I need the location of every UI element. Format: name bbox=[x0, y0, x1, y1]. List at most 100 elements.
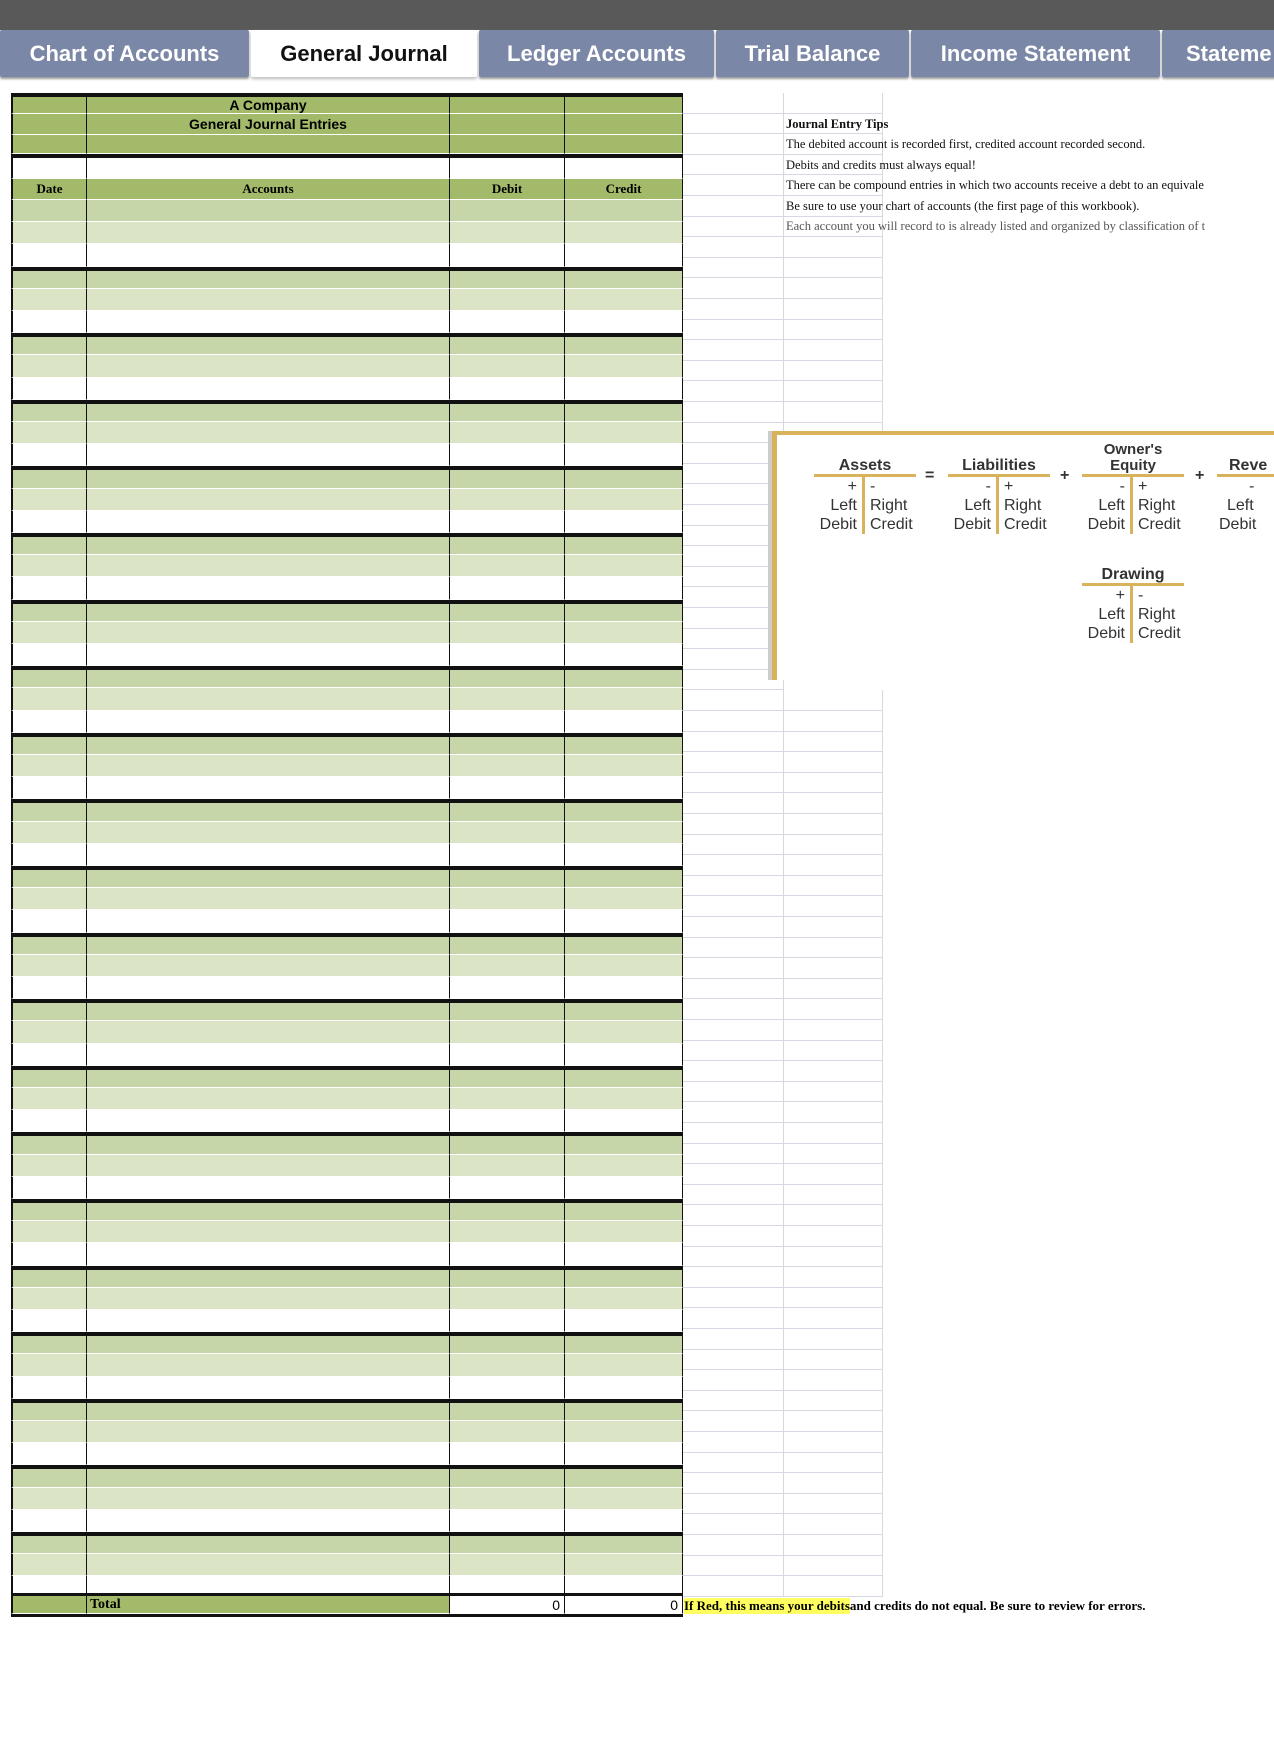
debit-cell[interactable] bbox=[450, 200, 565, 223]
grid-cell[interactable] bbox=[683, 999, 784, 1020]
debit-cell[interactable] bbox=[450, 337, 565, 356]
account-cell[interactable] bbox=[87, 422, 450, 445]
account-cell[interactable] bbox=[87, 1221, 450, 1244]
debit-cell[interactable] bbox=[450, 1287, 565, 1310]
date-cell[interactable] bbox=[11, 311, 87, 334]
debit-cell[interactable] bbox=[450, 843, 565, 866]
date-cell[interactable] bbox=[11, 1376, 87, 1399]
account-cell[interactable] bbox=[87, 777, 450, 800]
date-cell[interactable] bbox=[11, 1509, 87, 1532]
grid-cell[interactable] bbox=[683, 484, 784, 505]
date-cell[interactable] bbox=[11, 222, 87, 245]
grid-cell[interactable] bbox=[683, 463, 784, 485]
debit-cell[interactable] bbox=[450, 1154, 565, 1177]
account-cell[interactable] bbox=[87, 222, 450, 245]
credit-cell[interactable] bbox=[565, 1421, 683, 1444]
grid-cell[interactable] bbox=[683, 1020, 784, 1041]
debit-cell[interactable] bbox=[450, 803, 565, 822]
date-cell[interactable] bbox=[11, 710, 87, 733]
account-cell[interactable] bbox=[87, 1287, 450, 1310]
debit-cell[interactable] bbox=[450, 1354, 565, 1377]
account-cell[interactable] bbox=[87, 244, 450, 267]
grid-cell[interactable] bbox=[784, 1102, 883, 1123]
grid-cell[interactable] bbox=[683, 1061, 784, 1082]
cell[interactable] bbox=[11, 158, 87, 179]
grid-cell[interactable] bbox=[784, 752, 883, 773]
credit-cell[interactable] bbox=[565, 755, 683, 778]
account-cell[interactable] bbox=[87, 1088, 450, 1111]
date-cell[interactable] bbox=[11, 1243, 87, 1266]
grid-cell[interactable] bbox=[683, 690, 784, 711]
debit-cell[interactable] bbox=[450, 555, 565, 578]
debit-cell[interactable] bbox=[450, 688, 565, 711]
date-cell[interactable] bbox=[11, 1536, 87, 1555]
grid-cell[interactable] bbox=[683, 793, 784, 814]
account-cell[interactable] bbox=[87, 803, 450, 822]
debit-cell[interactable] bbox=[450, 1536, 565, 1555]
credit-cell[interactable] bbox=[565, 1469, 683, 1488]
date-cell[interactable] bbox=[11, 1487, 87, 1510]
grid-cell[interactable] bbox=[784, 1287, 883, 1309]
date-cell[interactable] bbox=[11, 470, 87, 489]
debit-cell[interactable] bbox=[450, 1203, 565, 1222]
grid-cell[interactable] bbox=[784, 855, 883, 876]
credit-cell[interactable] bbox=[565, 1003, 683, 1022]
grid-cell[interactable] bbox=[784, 175, 883, 196]
debit-cell[interactable] bbox=[450, 422, 565, 445]
grid-cell[interactable] bbox=[784, 1267, 883, 1288]
account-cell[interactable] bbox=[87, 977, 450, 1000]
credit-cell[interactable] bbox=[565, 1402, 683, 1421]
credit-cell[interactable] bbox=[565, 1154, 683, 1177]
grid-cell[interactable] bbox=[683, 1514, 784, 1535]
grid-cell[interactable] bbox=[683, 422, 784, 444]
account-cell[interactable] bbox=[87, 444, 450, 467]
account-cell[interactable] bbox=[87, 843, 450, 866]
grid-cell[interactable] bbox=[683, 937, 784, 959]
credit-cell[interactable] bbox=[565, 1021, 683, 1044]
grid-cell[interactable] bbox=[784, 1514, 883, 1535]
account-cell[interactable] bbox=[87, 288, 450, 311]
account-cell[interactable] bbox=[87, 1487, 450, 1510]
debit-cell[interactable] bbox=[450, 977, 565, 1000]
date-cell[interactable] bbox=[11, 337, 87, 356]
grid-cell[interactable] bbox=[683, 669, 784, 691]
date-cell[interactable] bbox=[11, 200, 87, 223]
credit-cell[interactable] bbox=[565, 288, 683, 311]
account-cell[interactable] bbox=[87, 470, 450, 489]
date-cell[interactable] bbox=[11, 688, 87, 711]
account-cell[interactable] bbox=[87, 821, 450, 844]
date-cell[interactable] bbox=[11, 555, 87, 578]
date-cell[interactable] bbox=[11, 1069, 87, 1088]
grid-cell[interactable] bbox=[784, 134, 883, 155]
grid-cell[interactable] bbox=[784, 1308, 883, 1329]
debit-cell[interactable] bbox=[450, 821, 565, 844]
date-cell[interactable] bbox=[11, 888, 87, 911]
debit-cell[interactable] bbox=[450, 1110, 565, 1133]
grid-cell[interactable] bbox=[683, 443, 784, 464]
grid-cell[interactable] bbox=[683, 587, 784, 608]
date-cell[interactable] bbox=[11, 444, 87, 467]
grid-cell[interactable] bbox=[683, 1432, 784, 1453]
date-cell[interactable] bbox=[11, 1310, 87, 1333]
grid-cell[interactable] bbox=[784, 793, 883, 814]
grid-cell[interactable] bbox=[683, 278, 784, 299]
grid-cell[interactable] bbox=[784, 834, 883, 856]
tab-chart-of-accounts[interactable]: Chart of Accounts bbox=[0, 30, 249, 77]
credit-cell[interactable] bbox=[565, 1336, 683, 1355]
grid-cell[interactable] bbox=[784, 1452, 883, 1474]
debit-cell[interactable] bbox=[450, 1176, 565, 1199]
credit-cell[interactable] bbox=[565, 1354, 683, 1377]
date-cell[interactable] bbox=[11, 1003, 87, 1022]
credit-cell[interactable] bbox=[565, 621, 683, 644]
credit-cell[interactable] bbox=[565, 555, 683, 578]
debit-cell[interactable] bbox=[450, 603, 565, 622]
grid-cell[interactable] bbox=[784, 690, 883, 711]
tab-ledger-accounts[interactable]: Ledger Accounts bbox=[479, 30, 714, 77]
debit-cell[interactable] bbox=[450, 1136, 565, 1155]
grid-cell[interactable] bbox=[784, 1184, 883, 1206]
date-cell[interactable] bbox=[11, 1402, 87, 1421]
date-cell[interactable] bbox=[11, 670, 87, 689]
grid-cell[interactable] bbox=[784, 1226, 883, 1247]
debit-cell[interactable] bbox=[450, 1310, 565, 1333]
grid-cell[interactable] bbox=[683, 319, 784, 341]
